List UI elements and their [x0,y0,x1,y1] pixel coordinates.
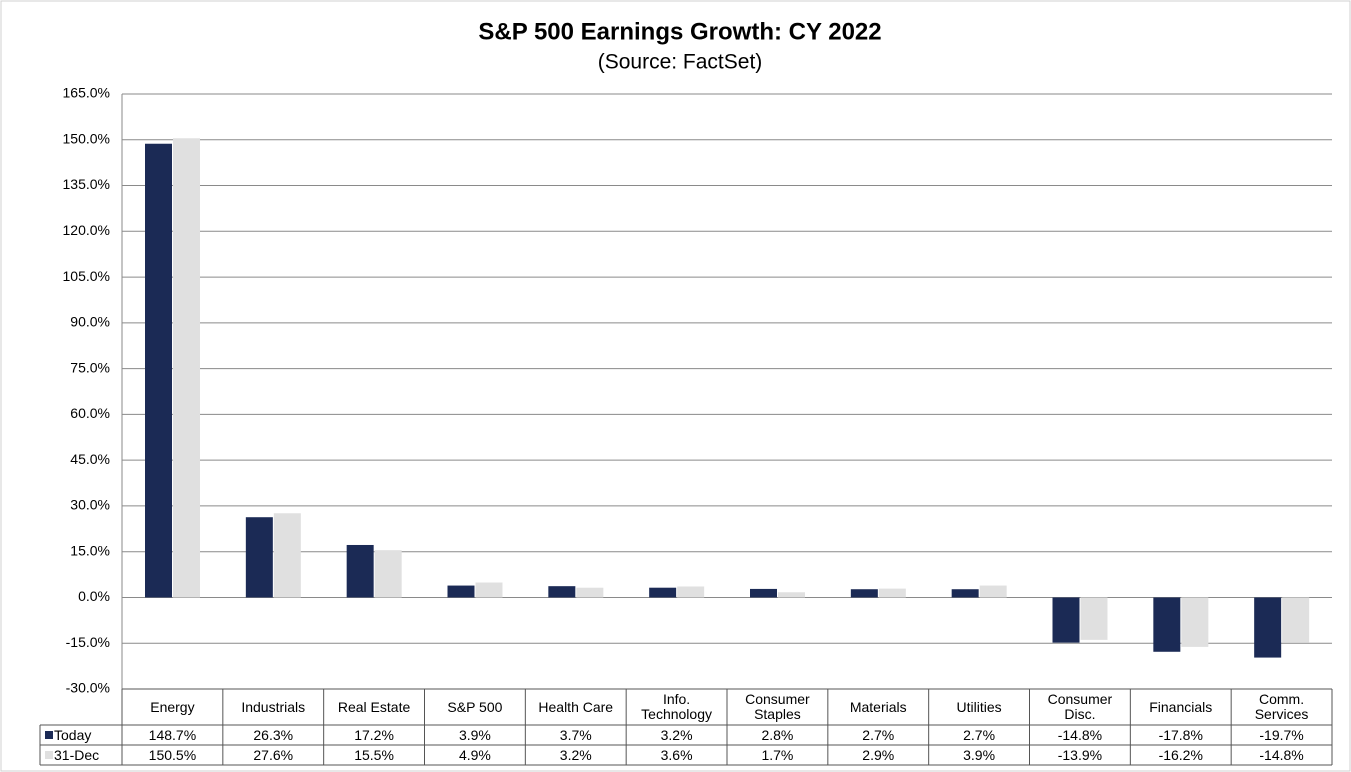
data-label: -17.8% [1158,726,1203,743]
y-tick-label: 60.0% [70,405,110,421]
data-label: 3.6% [660,746,693,763]
y-tick-label: 165.0% [63,85,110,101]
bar [951,589,979,598]
data-label: 2.8% [761,726,794,743]
data-label: -16.2% [1158,746,1203,763]
y-tick-label: 75.0% [70,359,110,375]
data-label: 2.7% [963,726,996,743]
bar [273,513,301,598]
bar [979,585,1007,598]
category-label: Health Care [538,698,614,715]
data-label: 1.7% [761,746,794,763]
legend-swatch [45,731,53,739]
y-tick-label: 105.0% [63,268,110,284]
data-label: 15.5% [354,746,394,763]
bar [447,585,475,598]
bar [475,582,503,598]
bar [878,588,906,598]
category-label: Energy [150,698,195,715]
bar [1080,597,1108,640]
bar [1282,597,1310,643]
data-label: 150.5% [148,746,197,763]
y-tick-label: 135.0% [63,176,110,192]
category-label: Materials [849,698,907,715]
y-tick-label: 150.0% [63,130,110,146]
category-label: Utilities [956,698,1002,715]
bar [677,586,705,598]
data-label: -19.7% [1259,726,1304,743]
data-label: 148.7% [148,726,197,743]
legend-swatch [45,751,53,759]
bar [778,592,805,598]
bar [1254,597,1282,658]
category-label: Consumer Staples [745,691,810,722]
bar [548,586,576,598]
bar [850,589,878,598]
data-label: -13.9% [1057,746,1103,763]
chart-subtitle: (Source: FactSet) [598,51,763,74]
category-label: Info. Technology [641,691,712,722]
bar [576,587,604,598]
data-label: 17.2% [354,726,394,743]
data-label: 2.7% [862,726,895,743]
bar [649,587,677,598]
bar [173,138,200,598]
bar [346,544,374,598]
category-label: Financials [1149,698,1213,715]
legend-label: 31-Dec [54,746,100,763]
category-label: Consumer Disc. [1047,691,1113,722]
data-label: 27.6% [253,746,294,763]
bar [1052,597,1080,643]
category-label: Industrials [241,698,306,715]
y-tick-label: 120.0% [63,222,110,238]
bar [245,517,273,598]
y-tick-label: 45.0% [70,451,110,467]
category-label: Comm. Services [1254,691,1309,722]
y-tick-label: -15.0% [66,634,110,650]
bar [145,143,172,598]
y-tick-label: 30.0% [70,497,110,513]
data-label: 3.9% [963,746,996,763]
chart-title: S&P 500 Earnings Growth: CY 2022 [478,18,881,45]
bar [1181,597,1209,647]
data-label: 2.9% [862,746,895,763]
data-label: 3.2% [559,746,592,763]
data-label: 3.7% [559,726,592,743]
y-tick-label: 0.0% [78,588,110,604]
y-tick-label: -30.0% [66,680,110,696]
data-label: -14.8% [1259,746,1304,763]
bar [374,550,402,598]
bar [1153,597,1181,652]
data-label: 26.3% [253,726,294,743]
y-tick-label: 15.0% [70,542,110,558]
legend-label: Today [54,726,92,743]
category-label: S&P 500 [447,698,503,715]
y-tick-label: 90.0% [70,314,110,330]
bar [750,588,777,598]
data-label: 4.9% [458,746,491,763]
data-label: -14.8% [1057,726,1103,743]
data-label: 3.9% [458,726,491,743]
category-label: Real Estate [337,698,411,715]
data-label: 3.2% [660,726,693,743]
